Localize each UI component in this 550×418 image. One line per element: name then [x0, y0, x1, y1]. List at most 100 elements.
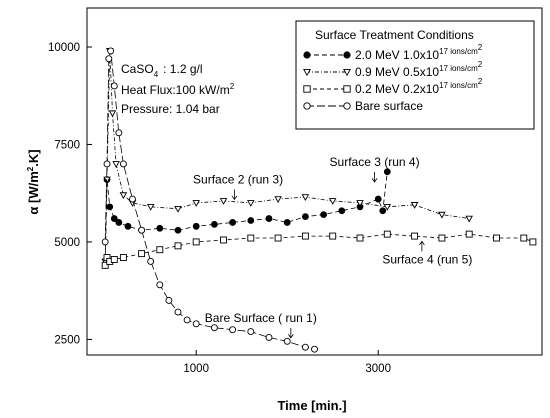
- y-tick-label-1: 5000: [54, 237, 80, 249]
- point-triangle-down-11: [247, 200, 255, 207]
- point-open-circle-13: [183, 316, 191, 324]
- point-open-circle-11: [165, 296, 173, 304]
- legend-label-sup-0: 17: [439, 47, 448, 56]
- point-triangle-down-18: [438, 211, 446, 219]
- point-open-circle-20: [301, 343, 309, 351]
- legend-label-main-2: 0.2 MeV 0.2x10: [355, 82, 439, 96]
- point-triangle-down-5: [119, 192, 128, 200]
- caso4-rest: : 1.2 g/l: [163, 62, 202, 76]
- point-open-square-0: [101, 261, 109, 269]
- point-open-square-20: [520, 234, 528, 242]
- point-triangle-down-16: [383, 203, 392, 211]
- series-layer: [101, 47, 537, 353]
- series-open-square: [101, 230, 537, 269]
- legend-label-tail-sup-2: 2: [478, 77, 483, 86]
- annotation-arrowhead-0: [231, 195, 238, 201]
- point-open-square-8: [192, 238, 200, 246]
- point-open-circle-19: [283, 337, 291, 345]
- point-filled-circle-4: [115, 219, 123, 226]
- annotation-label-3: Bare Surface ( run 1): [205, 311, 317, 325]
- y-tick-label-0: 2500: [54, 334, 80, 346]
- point-filled-circle-13: [265, 215, 273, 222]
- point-filled-circle-10: [210, 220, 218, 228]
- point-open-square-21: [529, 238, 537, 246]
- point-open-square-14: [356, 234, 364, 242]
- point-triangle-down-7: [146, 203, 155, 211]
- annotation-0: Surface 2 (run 3): [193, 172, 283, 201]
- legend-label-main-3: Bare surface: [355, 99, 423, 113]
- y-tick-label-3: 10000: [48, 42, 80, 54]
- y-axis-title-sup: 2: [26, 166, 35, 171]
- legend-entry-3: Bare surface: [303, 99, 423, 113]
- point-filled-circle-2: [106, 203, 114, 211]
- annotation-3: Bare Surface ( run 1): [205, 311, 317, 339]
- legend-label-tail-sup-0: 2: [478, 43, 483, 52]
- legend-marker-start-0: [303, 51, 311, 59]
- legend-marker-end-1: [343, 68, 351, 77]
- point-filled-circle-15: [301, 213, 309, 220]
- point-open-circle-12: [174, 308, 182, 316]
- legend-entry-2: 0.2 MeV 0.2x1017 ions/cm2: [303, 77, 483, 96]
- heat-flux-main: Heat Flux:100 kW/m: [121, 83, 230, 97]
- plot-frame: [86, 7, 543, 356]
- point-filled-circle-19: [374, 195, 382, 203]
- x-tick-label-1: 3000: [365, 363, 391, 375]
- legend-marker-end-2: [343, 85, 351, 93]
- legend-marker-end-0: [343, 51, 351, 59]
- point-open-circle-0: [101, 238, 109, 246]
- point-open-circle-16: [229, 326, 237, 334]
- point-filled-circle-8: [174, 226, 182, 234]
- caso4-sub: 4: [154, 70, 159, 79]
- point-triangle-down-13: [301, 194, 310, 202]
- point-open-circle-18: [265, 334, 273, 341]
- point-filled-circle-12: [247, 217, 255, 224]
- point-open-square-18: [465, 230, 473, 238]
- series-open-circle: [101, 47, 318, 353]
- legend-label-sup-1: 17: [439, 64, 448, 73]
- point-triangle-down-17: [410, 202, 419, 209]
- point-filled-circle-14: [283, 219, 291, 226]
- annotation-label-1: Surface 3 (run 4): [330, 155, 420, 169]
- point-open-square-7: [174, 242, 182, 250]
- point-triangle-down-10: [219, 198, 228, 205]
- point-open-square-16: [411, 232, 419, 240]
- point-open-circle-2: [105, 55, 113, 63]
- point-open-square-19: [493, 234, 500, 242]
- point-open-square-15: [383, 230, 391, 238]
- point-triangle-down-12: [274, 196, 282, 203]
- point-filled-circle-9: [192, 222, 200, 230]
- legend-marker-start-2: [303, 85, 311, 93]
- y-axis-title-end: .K]: [26, 149, 41, 166]
- point-open-square-12: [301, 232, 309, 240]
- legend-entry-0: 2.0 MeV 1.0x1017 ions/cm2: [303, 43, 483, 62]
- legend: Surface Treatment Conditions 2.0 MeV 1.0…: [295, 20, 535, 130]
- point-open-square-10: [247, 234, 255, 242]
- annotation-arrowhead-3: [288, 334, 294, 339]
- axis-ticks: 1000 3000 2500 5000 7500 10000: [48, 42, 391, 375]
- legend-label-3: Bare surface: [355, 99, 423, 113]
- legend-marker-start-3: [303, 102, 311, 110]
- point-filled-circle-16: [320, 211, 328, 219]
- annotation-label-0: Surface 2 (run 3): [193, 172, 283, 186]
- x-axis-title: Time [min.]: [277, 398, 346, 413]
- legend-marker-start-1: [303, 68, 311, 77]
- point-open-circle-1: [103, 160, 111, 168]
- point-open-square-4: [119, 254, 127, 261]
- point-triangle-down-14: [328, 198, 337, 205]
- conditions-block: CaSO4: 1.2 g/l Heat Flux:100 kW/m2 Press…: [121, 62, 235, 116]
- point-open-circle-10: [156, 281, 164, 289]
- point-open-square-6: [156, 246, 164, 254]
- annotation-1: Surface 3 (run 4): [330, 155, 420, 183]
- legend-label-main-0: 2.0 MeV 1.0x10: [355, 48, 439, 62]
- point-triangle-down-19: [465, 215, 473, 223]
- point-open-square-11: [274, 234, 282, 242]
- series-line-open-square: [104, 233, 534, 266]
- point-open-circle-3: [107, 47, 115, 55]
- point-open-circle-21: [311, 345, 318, 353]
- x-tick-label-0: 1000: [183, 363, 209, 375]
- legend-label-tail-2: ions/cm: [448, 81, 478, 90]
- point-open-circle-7: [129, 195, 136, 203]
- point-filled-circle-11: [229, 219, 237, 226]
